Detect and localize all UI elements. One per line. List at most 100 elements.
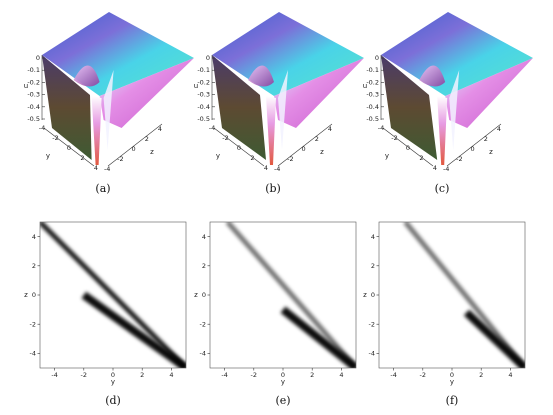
u-tick-label: -0.4 — [27, 103, 40, 111]
y-tick-label: -4 — [209, 124, 215, 132]
panel-caption: (f) — [446, 394, 459, 407]
y-axis-line — [43, 127, 95, 167]
z-tick-label: -4 — [369, 350, 375, 358]
u-tick-label: -0.3 — [366, 91, 379, 99]
z-tick-label: 4 — [158, 125, 162, 133]
u-tick-label: 0 — [36, 54, 40, 62]
z-tick-label: 0 — [132, 145, 136, 153]
y-tick-label: 0 — [450, 371, 454, 379]
z-tick-label: 2 — [315, 135, 319, 143]
y-tick-label: -2 — [52, 134, 58, 142]
z-tick-label: -4 — [274, 165, 280, 173]
z-tick-label: 0 — [371, 291, 375, 299]
z-tick-label: 2 — [145, 135, 149, 143]
y-axis-label: y — [46, 152, 50, 160]
surface-spike — [91, 96, 102, 165]
z-tick-label: 2 — [202, 262, 206, 270]
u-tick-label: -0.5 — [366, 115, 379, 123]
surface-panel-c: 0 -0.1 -0.2 -0.3 -0.4 -0.5 u -4 -2 0 2 4 y 4 2 0 -2 -4 z (c… — [363, 12, 533, 195]
y-tick-label: 2 — [310, 371, 314, 379]
panel-caption: (b) — [265, 182, 281, 195]
z-tick-label: 2 — [371, 262, 375, 270]
y-tick-label: -4 — [378, 124, 384, 132]
z-axis-label: z — [194, 291, 198, 299]
heatmap-content — [40, 222, 186, 368]
panel-caption: (c) — [435, 182, 450, 195]
y-axis-label: y — [216, 152, 220, 160]
y-tick-label: 0 — [237, 144, 241, 152]
surface-right-plane — [274, 58, 364, 128]
z-tick-label: 2 — [32, 262, 36, 270]
z-axis-label: z — [320, 148, 324, 156]
y-tick-label: -2 — [420, 371, 426, 379]
z-tick-label: -4 — [443, 165, 449, 173]
surface-panel-a: 0 -0.1 -0.2 -0.3 -0.4 -0.5 u -4 -2 0 2 4 y 4 2 0 -2 -4 z (a… — [24, 12, 194, 195]
z-tick-label: -2 — [369, 320, 375, 328]
z-tick-label: 4 — [497, 125, 501, 133]
y-tick-label: -4 — [39, 124, 45, 132]
surface-wall — [381, 55, 438, 160]
z-tick-label: 4 — [328, 125, 332, 133]
y-tick-label: -2 — [222, 134, 228, 142]
y-tick-label: 2 — [250, 154, 254, 162]
surface-right-plane — [445, 58, 533, 128]
u-axis-label: u — [363, 82, 367, 90]
z-axis-label: z — [363, 291, 367, 299]
panel-caption: (e) — [275, 394, 290, 407]
z-tick-label: 0 — [302, 145, 306, 153]
surface-wall — [212, 55, 266, 160]
u-tick-label: -0.5 — [27, 115, 40, 123]
surface-spike — [266, 96, 276, 165]
z-tick-label: 0 — [471, 145, 475, 153]
y-axis-label: y — [111, 378, 115, 386]
z-axis-label: z — [24, 291, 28, 299]
u-tick-label: -0.2 — [197, 78, 210, 86]
z-tick-label: 4 — [371, 233, 375, 241]
heatmap-panel-e: 4 2 0 -2 -4 -4 -2 0 2 4 z y (e) — [194, 221, 357, 407]
y-tick-label: 0 — [111, 371, 115, 379]
z-tick-label: 0 — [202, 291, 206, 299]
surface-spike — [437, 96, 448, 165]
z-tick-label: 4 — [202, 233, 206, 241]
u-tick-label: 0 — [375, 54, 379, 62]
u-tick-label: -0.3 — [197, 91, 210, 99]
heatmap-content — [225, 222, 356, 368]
z-tick-label: -4 — [200, 350, 206, 358]
u-tick-label: -0.1 — [27, 66, 40, 74]
panel-caption: (d) — [105, 394, 121, 407]
surface-ridge — [449, 70, 460, 150]
y-tick-label: -2 — [251, 371, 257, 379]
y-tick-label: -4 — [51, 371, 57, 379]
lower-soliton-branch — [280, 306, 356, 368]
y-tick-label: 2 — [80, 154, 84, 162]
y-axis-label: y — [450, 378, 454, 386]
y-tick-label: 0 — [67, 144, 71, 152]
y-tick-label: 0 — [406, 144, 410, 152]
lower-soliton-branch — [463, 309, 525, 368]
y-tick-label: 4 — [169, 371, 173, 379]
y-tick-label: 4 — [94, 164, 98, 172]
y-axis-line — [382, 127, 434, 167]
y-tick-label: -2 — [391, 134, 397, 142]
z-tick-label: -2 — [456, 155, 462, 163]
u-tick-label: -0.3 — [27, 91, 40, 99]
z-axis-label: z — [489, 148, 493, 156]
y-tick-label: 4 — [508, 371, 512, 379]
y-axis-label: y — [281, 378, 285, 386]
z-tick-label: -2 — [287, 155, 293, 163]
u-tick-label: -0.1 — [197, 66, 210, 74]
panel-caption: (a) — [95, 182, 110, 195]
y-axis-label: y — [385, 152, 389, 160]
surface-top-plane — [212, 12, 364, 96]
y-tick-label: -2 — [81, 371, 87, 379]
y-tick-label: 4 — [339, 371, 343, 379]
u-axis-label: u — [24, 82, 28, 90]
y-tick-label: 2 — [479, 371, 483, 379]
z-axis-line — [446, 123, 502, 167]
z-tick-label: -2 — [200, 320, 206, 328]
z-tick-label: -4 — [30, 350, 36, 358]
u-tick-label: -0.4 — [197, 103, 210, 111]
z-axis-line — [107, 123, 163, 167]
heatmap-panel-d: 4 2 0 -2 -4 -4 -2 0 2 4 z y (d) — [24, 221, 187, 407]
